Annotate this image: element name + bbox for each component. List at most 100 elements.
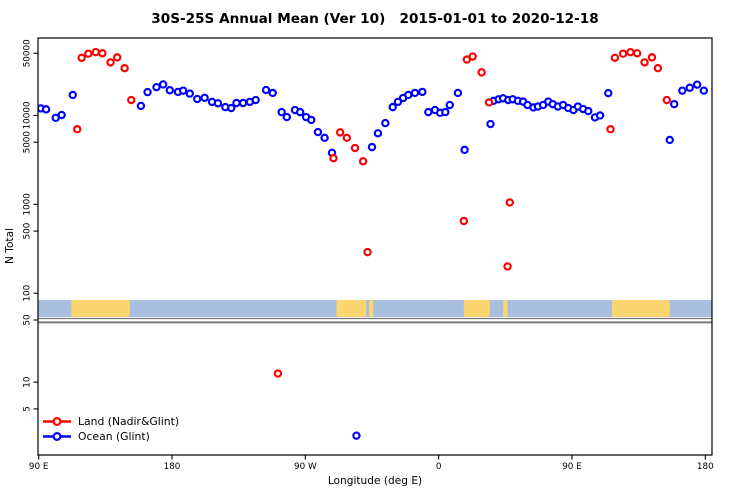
- strip-land-patch: [71, 299, 130, 318]
- data-point: [404, 90, 413, 100]
- y-tick-label: 5000: [23, 131, 33, 154]
- data-point: [647, 53, 657, 62]
- x-tick-label: 90 E: [562, 462, 582, 472]
- y-tick-label: 10: [23, 376, 33, 388]
- data-point: [158, 80, 168, 89]
- data-point: [459, 216, 469, 226]
- data-point: [618, 49, 628, 58]
- data-point: [410, 88, 420, 98]
- data-point: [329, 154, 338, 163]
- data-point: [604, 88, 613, 98]
- data-point: [373, 129, 383, 138]
- data-point: [98, 49, 107, 58]
- data-point: [595, 111, 605, 120]
- data-point: [307, 115, 316, 125]
- data-point: [277, 107, 286, 117]
- x-tick-label: 180: [164, 462, 181, 472]
- data-point: [393, 97, 403, 107]
- data-point: [273, 369, 283, 378]
- data-point: [653, 63, 663, 73]
- x-tick-label: 180: [697, 462, 714, 472]
- y-axis-title: N Total: [4, 228, 16, 264]
- y-tick-label: 10000: [23, 101, 33, 129]
- data-point: [335, 128, 345, 137]
- data-point: [106, 58, 115, 67]
- y-tick-label: 100: [23, 284, 33, 301]
- legend-ocean-label: Ocean (Glint): [78, 430, 150, 443]
- data-point: [313, 127, 323, 137]
- data-point: [358, 157, 368, 166]
- data-point: [606, 125, 615, 134]
- data-point: [41, 105, 51, 114]
- data-point: [73, 125, 82, 134]
- data-point: [468, 52, 477, 61]
- data-point: [136, 101, 146, 111]
- ocean-series: [38, 80, 709, 440]
- data-point: [692, 80, 702, 89]
- strip-land-patch: [611, 299, 670, 318]
- data-point: [57, 110, 66, 120]
- data-point: [350, 143, 360, 153]
- data-point: [662, 95, 671, 105]
- data-point: [282, 112, 292, 122]
- chart-title: 30S-25S Annual Mean (Ver 10) 2015-01-01 …: [151, 11, 598, 27]
- data-point: [363, 247, 372, 257]
- data-point: [388, 102, 397, 112]
- data-point: [484, 98, 494, 107]
- data-point: [178, 86, 188, 95]
- data-point: [626, 47, 635, 57]
- legend-ocean-marker-icon: [52, 432, 62, 442]
- data-point: [152, 82, 161, 92]
- y-tick-label: 1000: [23, 193, 33, 216]
- data-point: [352, 431, 361, 440]
- strip-land-patch: [463, 299, 490, 318]
- data-point: [185, 89, 194, 98]
- data-point: [445, 100, 454, 110]
- data-point: [68, 90, 77, 100]
- x-tick-label: 0: [436, 462, 442, 472]
- y-tick-label: 50000: [23, 39, 33, 67]
- data-point: [632, 49, 642, 58]
- data-point: [77, 53, 86, 62]
- axes: 90 E 180 90 W 0 90 E 180 5 10 50 100 500 1000 5000 10…: [23, 39, 715, 472]
- x-axis-title: Longitude (deg E): [328, 475, 422, 487]
- data-points: [38, 47, 709, 440]
- data-point: [213, 99, 223, 108]
- data-point: [367, 142, 377, 152]
- data-point: [342, 133, 352, 143]
- data-point: [227, 103, 236, 113]
- data-point: [91, 47, 100, 57]
- data-point: [610, 53, 620, 62]
- strip-land-patch: [336, 299, 367, 318]
- data-point: [678, 86, 687, 95]
- y-tick-label: 50: [23, 314, 33, 326]
- data-point: [669, 99, 679, 109]
- data-point: [640, 58, 649, 67]
- data-point: [295, 107, 305, 117]
- data-point: [699, 86, 709, 95]
- data-point: [113, 53, 122, 62]
- data-point: [503, 262, 512, 271]
- strip-ocean: [38, 299, 712, 318]
- data-point: [143, 87, 152, 97]
- y-tick-label: 500: [23, 222, 33, 239]
- data-point: [381, 118, 390, 128]
- y-tick-label: 5: [23, 406, 33, 412]
- strip-land-patch: [503, 299, 508, 318]
- land-ocean-strip: [38, 299, 712, 324]
- data-point: [453, 88, 463, 98]
- data-point: [251, 95, 260, 105]
- data-point: [441, 107, 450, 117]
- data-point: [505, 198, 514, 207]
- data-point: [193, 94, 202, 104]
- plot-border: [37, 37, 713, 456]
- data-point: [424, 107, 433, 117]
- data-point: [477, 68, 486, 77]
- data-point: [238, 98, 248, 108]
- data-point: [486, 119, 495, 129]
- data-point: [127, 95, 136, 105]
- data-point: [685, 83, 694, 92]
- data-point: [232, 98, 241, 108]
